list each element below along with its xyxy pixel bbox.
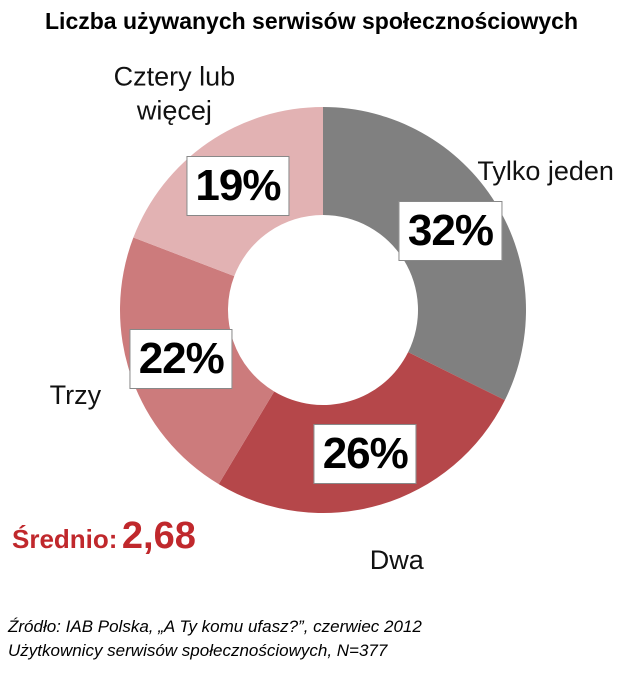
chart-title: Liczba używanych serwisów społecznościow… <box>45 8 578 34</box>
average: Średnio: 2,68 <box>12 515 196 558</box>
value-label: 32% <box>398 200 502 261</box>
average-value: 2,68 <box>121 515 196 557</box>
category-label: Dwa <box>369 545 424 576</box>
average-label: Średnio: <box>12 524 118 554</box>
category-label: Cztery lub więcej <box>113 61 236 126</box>
category-label: Tylko jeden <box>477 155 614 186</box>
source: Źródło: IAB Polska, „A Ty komu ufasz?”, … <box>8 615 422 663</box>
source-line: Źródło: IAB Polska, „A Ty komu ufasz?”, … <box>8 617 422 636</box>
value-label: 26% <box>313 423 417 484</box>
value-label: 22% <box>129 329 233 390</box>
source-line: Użytkownicy serwisów społecznościowych, … <box>8 640 388 660</box>
category-label: Trzy <box>49 379 102 410</box>
value-label: 19% <box>186 156 290 217</box>
